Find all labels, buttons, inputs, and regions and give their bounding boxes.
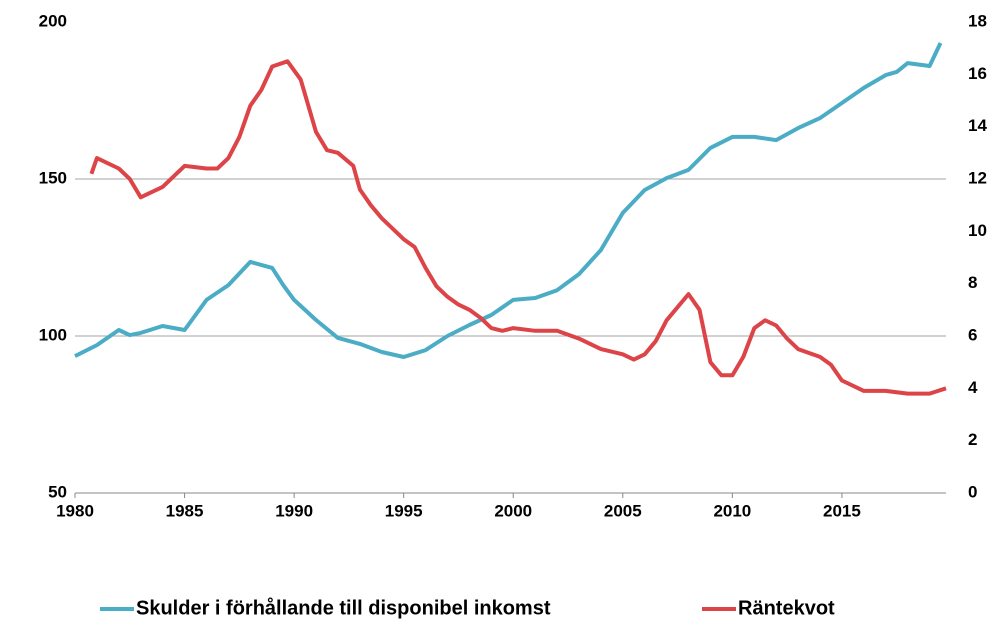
legend-label: Räntekvot [738,597,835,619]
y-tick-label: 50 [48,482,67,501]
y2-tick-label: 2 [968,430,977,449]
y2-tick-label: 0 [968,482,977,501]
y-tick-label: 200 [39,11,67,30]
series-line [89,59,947,396]
y2-tick-label: 4 [968,378,978,397]
y2-tick-label: 18 [968,11,987,30]
series-line [74,42,943,359]
x-tick-label: 1990 [275,501,313,520]
legend-label: Skulder i förhållande till disponibel in… [136,596,551,619]
x-tick-label: 2015 [823,501,861,520]
y2-tick-label: 14 [968,116,987,135]
x-tick-label: 2000 [494,501,532,520]
y-tick-label: 100 [39,325,67,344]
y2-tick-label: 6 [968,325,977,344]
y2-tick-label: 10 [968,221,987,240]
y2-tick-label: 8 [968,273,977,292]
x-tick-label: 1980 [56,501,94,520]
x-tick-label: 2005 [604,501,642,520]
y2-tick-label: 12 [968,168,987,187]
x-tick-label: 1995 [385,501,423,520]
y2-tick-label: 16 [968,64,987,83]
y-tick-label: 150 [39,168,67,187]
x-tick-label: 1985 [166,501,204,520]
x-tick-label: 2010 [713,501,751,520]
